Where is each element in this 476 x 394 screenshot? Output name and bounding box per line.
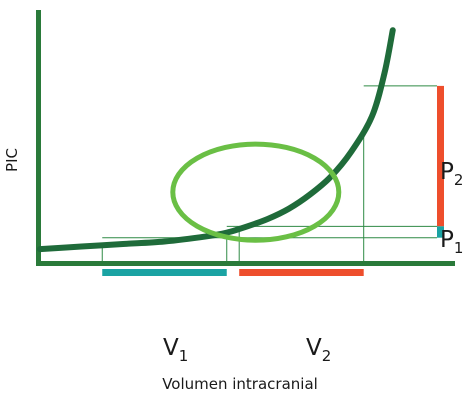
x-axis-label: Volumen intracranial bbox=[162, 375, 318, 393]
highlight-ellipse bbox=[170, 141, 342, 243]
v2-range-bar bbox=[239, 269, 364, 276]
p1-range-bar bbox=[437, 226, 444, 238]
v1-range-bar bbox=[102, 269, 227, 276]
y-axis-label: PIC bbox=[3, 148, 21, 172]
v1-label: V1 bbox=[163, 335, 188, 365]
p2-range-bar bbox=[437, 85, 444, 227]
range-bars bbox=[102, 85, 444, 276]
p1-label: P1 bbox=[440, 227, 463, 257]
y-axis bbox=[36, 10, 41, 266]
pressure-volume-curve bbox=[37, 27, 396, 253]
x-axis bbox=[36, 261, 455, 266]
v2-label: V2 bbox=[306, 335, 331, 365]
p2-label: P2 bbox=[440, 159, 463, 189]
